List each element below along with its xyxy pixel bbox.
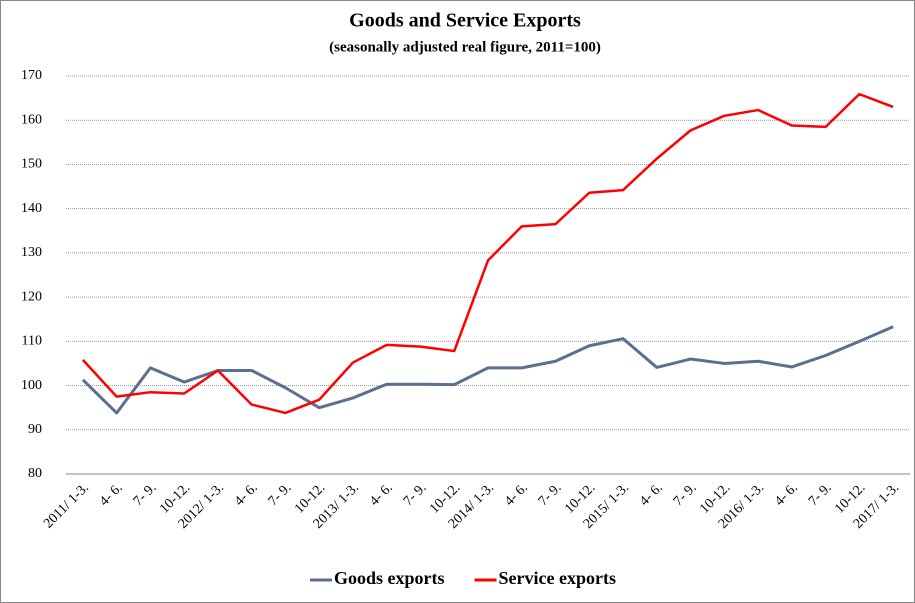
chart-title: Goods and Service Exports — [349, 10, 581, 32]
series-line — [81, 92, 894, 415]
y-tick-label: 140 — [21, 201, 42, 216]
y-tick-label: 80 — [28, 466, 42, 481]
y-tick-label: 110 — [22, 334, 42, 349]
y-tick-label: 170 — [21, 68, 42, 83]
y-tick-label: 150 — [21, 157, 42, 172]
legend: Goods exports Service exports — [310, 568, 616, 588]
legend-label: Service exports — [499, 568, 616, 588]
chart-subtitle: (seasonally adjusted real figure, 2011=1… — [329, 39, 601, 55]
y-tick-label: 160 — [21, 112, 42, 127]
y-tick-label: 100 — [21, 378, 42, 393]
y-tick-label: 120 — [21, 289, 42, 304]
y-tick-label: 90 — [28, 422, 42, 437]
legend-label: Goods exports — [334, 568, 445, 588]
y-tick-label: 130 — [21, 245, 42, 260]
